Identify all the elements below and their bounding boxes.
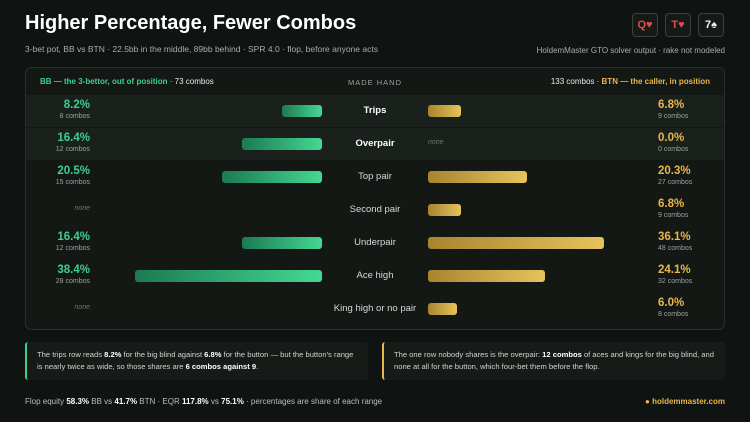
row-highlight (26, 95, 724, 127)
bold-text: 41.7% (114, 397, 138, 406)
value-label: 20.5% (57, 165, 90, 177)
text: BB vs (89, 397, 115, 406)
value-label: 36.1% (658, 231, 691, 243)
bar (222, 171, 322, 183)
none-label: none (428, 139, 444, 146)
none-label: none (74, 304, 90, 311)
category-label: Second pair (349, 204, 401, 215)
bar (428, 303, 458, 315)
category-label: King high or no pair (333, 303, 417, 314)
value-label: 6.0% (658, 297, 685, 309)
series-range: 133 combos · (550, 77, 600, 86)
bar (428, 171, 527, 183)
text: vs (208, 397, 222, 406)
row-highlight (26, 128, 724, 160)
text: The one row nobody shares is the overpai… (394, 350, 543, 359)
bar (428, 237, 604, 249)
brand: ● holdemmaster.com (645, 397, 725, 406)
note: The one row nobody shares is the overpai… (382, 342, 725, 380)
category-label: Top pair (358, 171, 392, 182)
combo-label: 8 combos (658, 311, 689, 318)
combo-label: 48 combos (658, 245, 693, 252)
combo-label: 9 combos (658, 113, 689, 120)
value-label: 16.4% (57, 231, 90, 243)
bold-text: 12 combos (542, 350, 582, 359)
combo-label: 8 combos (59, 113, 90, 120)
subtitle: 3-bet pot, BB vs BTN · 22.5bb in the mid… (25, 44, 378, 54)
combo-label: 27 combos (658, 179, 693, 186)
combo-label: 32 combos (658, 278, 693, 285)
bold-text: 6 combos against 9 (185, 362, 257, 371)
category-label: Trips (363, 105, 387, 116)
text: Flop equity (25, 397, 67, 406)
value-label: 0.0% (658, 132, 685, 144)
combo-label: 28 combos (55, 278, 90, 285)
footer: Flop equity 58.3% BB vs 41.7% BTN · EQR … (25, 397, 382, 406)
combo-label: 12 combos (55, 146, 90, 153)
bold-text: 6.8% (204, 350, 222, 359)
text: BTN · EQR (137, 397, 182, 406)
category-label: Underpair (354, 237, 396, 248)
value-label: 38.4% (57, 264, 90, 276)
bold-text: 75.1% (221, 397, 244, 406)
text: The trips row reads (37, 350, 105, 359)
category-label: Overpair (355, 138, 395, 149)
value-label: 20.3% (658, 165, 691, 177)
bar (134, 270, 322, 282)
value-label: 8.2% (63, 99, 90, 111)
value-label: 6.8% (658, 198, 685, 210)
bar (242, 237, 322, 249)
center-header: MADE HAND (347, 78, 403, 87)
series-name: BTN — the caller, in position (601, 77, 710, 86)
value-label: 6.8% (658, 99, 685, 111)
series-name: BB — the 3-bettor, out of position (40, 77, 168, 86)
title: Higher Percentage, Fewer Combos (25, 12, 357, 34)
combo-label: 9 combos (658, 212, 689, 219)
card: Q♥ (632, 13, 658, 37)
none-label: none (74, 205, 90, 212)
value-label: 16.4% (57, 132, 90, 144)
series-range: · 73 combos (169, 77, 214, 86)
bold-text: 8.2% (104, 350, 122, 359)
combo-label: 12 combos (55, 245, 90, 252)
category-label: Ace high (356, 270, 394, 281)
bold-text: 117.8% (181, 397, 209, 406)
combo-label: 0 combos (658, 146, 689, 153)
note: The trips row reads 8.2% for the big bli… (25, 342, 368, 380)
card: T♥ (665, 13, 691, 37)
combo-label: 15 combos (55, 179, 90, 186)
bar (428, 204, 462, 216)
bar (242, 138, 322, 150)
bold-text: 58.3% (66, 397, 90, 406)
value-label: 24.1% (658, 264, 691, 276)
bar (428, 270, 546, 282)
source: HoldemMaster GTO solver output · rake no… (536, 46, 725, 55)
card: 7♠ (698, 13, 724, 37)
bar (282, 105, 322, 117)
text: for the big blind against (121, 350, 205, 359)
bar (428, 105, 462, 117)
text: · percentages are share of each range (243, 397, 383, 406)
text: of aces and kings for the big blind, and… (394, 350, 714, 371)
text: . (256, 362, 259, 371)
right-header: 133 combos · BTN — the caller, in positi… (551, 77, 710, 86)
text: for the button — but the button's range … (37, 350, 354, 371)
left-header: BB — the 3-bettor, out of position · 73 … (40, 77, 214, 86)
